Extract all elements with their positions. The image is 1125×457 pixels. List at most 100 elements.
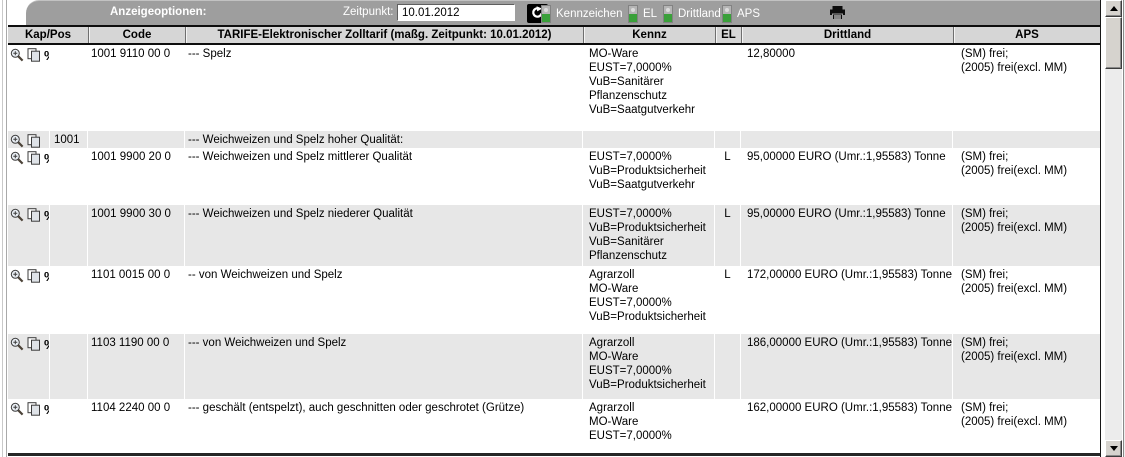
- header-aps: APS: [953, 27, 1100, 43]
- aps-cell: (SM) frei; (2005) frei(excl. MM): [961, 269, 1068, 295]
- vertical-scrollbar[interactable]: [1105, 0, 1122, 457]
- toggle-drittland[interactable]: Drittland: [663, 1, 721, 26]
- scroll-up-arrow-icon: [1109, 6, 1118, 11]
- drittland-cell: 162,00000 EURO (Umr.:1,95583) Tonne: [741, 399, 953, 457]
- kennz-cell: MO-Ware EUST=7,0000% VuB=Sanitärer Pflan…: [583, 45, 715, 131]
- print-button[interactable]: [828, 6, 846, 21]
- drittland-cell: [741, 131, 953, 148]
- magnifier-plus-icon[interactable]: [10, 134, 24, 148]
- el-cell: [715, 131, 741, 148]
- copy-pages-icon[interactable]: [27, 337, 41, 351]
- table-header-row: Kap/Pos Code TARIFE-Elektronischer Zollt…: [8, 25, 1100, 45]
- kennzeichen-toggle-label: Kennzeichen: [556, 7, 623, 20]
- copy-pages-icon[interactable]: [27, 151, 41, 165]
- el-cell: L: [715, 205, 741, 266]
- kap-pos-cell: 1001: [50, 131, 88, 148]
- scrollbar-thumb[interactable]: [1105, 17, 1122, 69]
- drittland-cell: 95,00000 EURO (Umr.:1,95583) Tonne: [741, 148, 953, 205]
- copy-pages-icon[interactable]: [27, 208, 41, 222]
- header-kap-pos: Kap/Pos: [24, 29, 71, 41]
- aps-toggle-icon[interactable]: [722, 4, 732, 23]
- window-bottom-border: [8, 453, 1100, 456]
- aps-cell: (SM) frei; (2005) frei(excl. MM): [961, 151, 1068, 177]
- header-kennz: Kennz: [583, 27, 715, 43]
- kap-pos-cell: [50, 399, 88, 457]
- scroll-up-button[interactable]: [1105, 0, 1122, 17]
- table-body: 1001 9110 00 0 --- Spelz MO-Ware EUST=7,…: [8, 45, 1100, 457]
- drittland-toggle-icon[interactable]: [663, 4, 673, 23]
- description-cell: --- Weichweizen und Spelz mittlerer Qual…: [185, 148, 583, 205]
- drittland-cell: 172,00000 EURO (Umr.:1,95583) Tonne: [741, 266, 953, 334]
- el-cell: [715, 399, 741, 457]
- row-actions: [8, 399, 50, 457]
- kap-pos-cell: [50, 266, 88, 334]
- row-actions: [8, 148, 50, 205]
- description-cell: --- Weichweizen und Spelz niederer Quali…: [185, 205, 583, 266]
- header-tarif: TARIFE-Elektronischer Zolltarif (maßg. Z…: [185, 27, 583, 43]
- el-cell: L: [715, 148, 741, 205]
- aps-cell: (SM) frei; (2005) frei(excl. MM): [961, 48, 1068, 74]
- kap-pos-cell: [50, 45, 88, 131]
- description-cell: --- geschält (entspelzt), auch geschnitt…: [185, 399, 583, 457]
- aps-toggle-label: APS: [737, 7, 761, 20]
- drittland-cell: 12,80000: [741, 45, 953, 131]
- header-code: Code: [88, 27, 185, 43]
- code-cell: 1101 0015 00 0: [88, 266, 185, 334]
- code-cell: 1001 9900 20 0: [88, 148, 185, 205]
- magnifier-plus-icon[interactable]: [10, 402, 24, 416]
- kennz-cell: Agrarzoll MO-Ware EUST=7,0000% VuB=Produ…: [583, 266, 715, 334]
- magnifier-plus-icon[interactable]: [10, 208, 24, 222]
- kennz-cell: Agrarzoll MO-Ware EUST=7,0000% VuB=Produ…: [583, 334, 715, 399]
- code-cell: 1001 9900 30 0: [88, 205, 185, 266]
- kennz-cell: [583, 131, 715, 148]
- kennzeichen-toggle-icon[interactable]: [541, 4, 551, 23]
- copy-pages-icon[interactable]: [27, 269, 41, 283]
- el-toggle-icon[interactable]: [628, 4, 638, 23]
- description-cell: -- von Weichweizen und Spelz: [185, 266, 583, 334]
- table-row: 1101 0015 00 0 -- von Weichweizen und Sp…: [8, 266, 1100, 334]
- aps-cell: [953, 131, 1100, 148]
- magnifier-plus-icon[interactable]: [10, 151, 24, 165]
- anzeigeoptionen-label: Anzeigeoptionen:: [110, 6, 207, 18]
- copy-pages-icon[interactable]: [27, 48, 41, 62]
- drittland-cell: 186,00000 EURO (Umr.:1,95583) Tonne: [741, 334, 953, 399]
- magnifier-plus-icon[interactable]: [10, 269, 24, 283]
- drittland-cell: 95,00000 EURO (Umr.:1,95583) Tonne: [741, 205, 953, 266]
- aps-cell: (SM) frei; (2005) frei(excl. MM): [961, 208, 1068, 234]
- row-actions: [8, 205, 50, 266]
- kennz-cell: Agrarzoll MO-Ware EUST=7,0000%: [583, 399, 715, 457]
- copy-pages-icon[interactable]: [27, 402, 41, 416]
- window-left-border: [0, 0, 8, 457]
- table-row: 1001 --- Weichweizen und Spelz hoher Qua…: [8, 131, 1100, 148]
- printer-icon: [829, 6, 846, 23]
- magnifier-plus-icon[interactable]: [10, 48, 24, 62]
- table-row: 1001 9110 00 0 --- Spelz MO-Ware EUST=7,…: [8, 45, 1100, 131]
- copy-pages-icon[interactable]: [27, 134, 41, 148]
- description-cell: --- von Weichweizen und Spelz: [185, 334, 583, 399]
- scroll-down-button[interactable]: [1105, 440, 1122, 457]
- header-drittland: Drittland: [741, 27, 953, 43]
- display-options-toolbar: Anzeigeoptionen: Zeitpunkt: Kennzeichen …: [26, 0, 1100, 25]
- aps-cell: (SM) frei; (2005) frei(excl. MM): [961, 402, 1068, 428]
- zeitpunkt-label: Zeitpunkt:: [343, 6, 394, 18]
- code-cell: 1104 2240 00 0: [88, 399, 185, 457]
- refresh-icon: [531, 5, 544, 22]
- magnifier-plus-icon[interactable]: [10, 337, 24, 351]
- description-cell: --- Spelz: [185, 45, 583, 131]
- table-row: 1103 1190 00 0 --- von Weichweizen und S…: [8, 334, 1100, 399]
- kennz-cell: EUST=7,0000% VuB=Produktsicherheit VuB=S…: [583, 148, 715, 205]
- zeitpunkt-date-input[interactable]: [397, 4, 515, 21]
- kap-pos-cell: [50, 148, 88, 205]
- kap-pos-cell: [50, 205, 88, 266]
- toggle-aps[interactable]: APS: [722, 1, 760, 26]
- toggle-el[interactable]: EL: [628, 1, 657, 26]
- row-actions: [8, 131, 50, 148]
- toggle-kennzeichen[interactable]: Kennzeichen: [541, 1, 623, 26]
- kap-pos-cell: [50, 334, 88, 399]
- drittland-toggle-label: Drittland: [678, 7, 721, 20]
- code-cell: 1103 1190 00 0: [88, 334, 185, 399]
- content-area: Anzeigeoptionen: Zeitpunkt: Kennzeichen …: [8, 0, 1101, 457]
- table-row: 1001 9900 30 0 --- Weichweizen und Spelz…: [8, 205, 1100, 266]
- code-cell: 1001 9110 00 0: [88, 45, 185, 131]
